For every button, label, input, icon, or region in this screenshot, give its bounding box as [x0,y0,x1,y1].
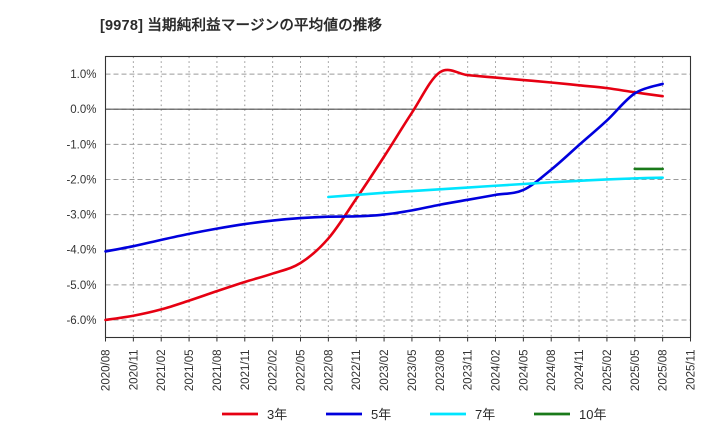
x-axis-tick-label: 2023/05 [407,350,419,392]
legend-label-5年: 5年 [371,407,391,422]
x-axis-tick-label: 2022/08 [323,350,335,392]
legend-label-7年: 7年 [475,407,495,422]
x-axis-tick-label: 2024/11 [574,350,586,391]
y-axis-tick-label: -6.0% [66,315,96,327]
series-line-3年 [104,68,664,322]
x-axis-tick-label: 2025/11 [686,350,698,391]
x-axis-tick-label: 2022/02 [268,350,280,392]
y-axis-tick-label: -5.0% [66,280,96,292]
y-axis-tick-label: -1.0% [66,139,96,151]
x-axis-tick-label: 2021/05 [184,350,196,392]
x-axis-tick-label: 2023/02 [379,350,391,392]
x-axis-tick-label: 2022/05 [296,350,308,392]
x-axis-tick-label: 2024/02 [491,350,503,392]
y-axis-tick-label: -4.0% [66,245,96,257]
x-axis-tick-label: 2022/11 [351,350,363,391]
x-axis-tick-label: 2023/11 [463,350,475,391]
x-axis-tick-label: 2023/08 [435,350,447,392]
y-axis-tick-label: -2.0% [66,174,96,186]
y-axis-tick-label: 1.0% [70,69,96,81]
plot-frame [104,55,692,339]
x-axis-tick-label: 2021/08 [212,350,224,392]
series-line-7年 [327,176,664,199]
legend-label-10年: 10年 [579,407,606,422]
x-axis-tick-label: 2021/02 [156,350,168,392]
x-axis-tick-label: 2025/08 [658,350,670,392]
x-axis-tick-label: 2020/08 [101,350,113,392]
x-axis-tick-label: 2024/05 [518,350,530,392]
x-axis-tick-label: 2021/11 [240,350,252,391]
x-axis-tick-label: 2025/02 [602,350,614,392]
series-line-5年 [104,82,664,253]
y-axis-tick-label: 0.0% [70,104,96,116]
page-title: [9978] 当期純利益マージンの平均値の推移 [100,18,383,34]
y-axis-tick-label: -3.0% [66,210,96,222]
legend-label-3年: 3年 [267,407,287,422]
x-axis-tick-label: 2025/05 [630,350,642,392]
x-axis-tick-label: 2024/08 [546,350,558,392]
x-axis-tick-label: 2020/11 [128,350,140,391]
